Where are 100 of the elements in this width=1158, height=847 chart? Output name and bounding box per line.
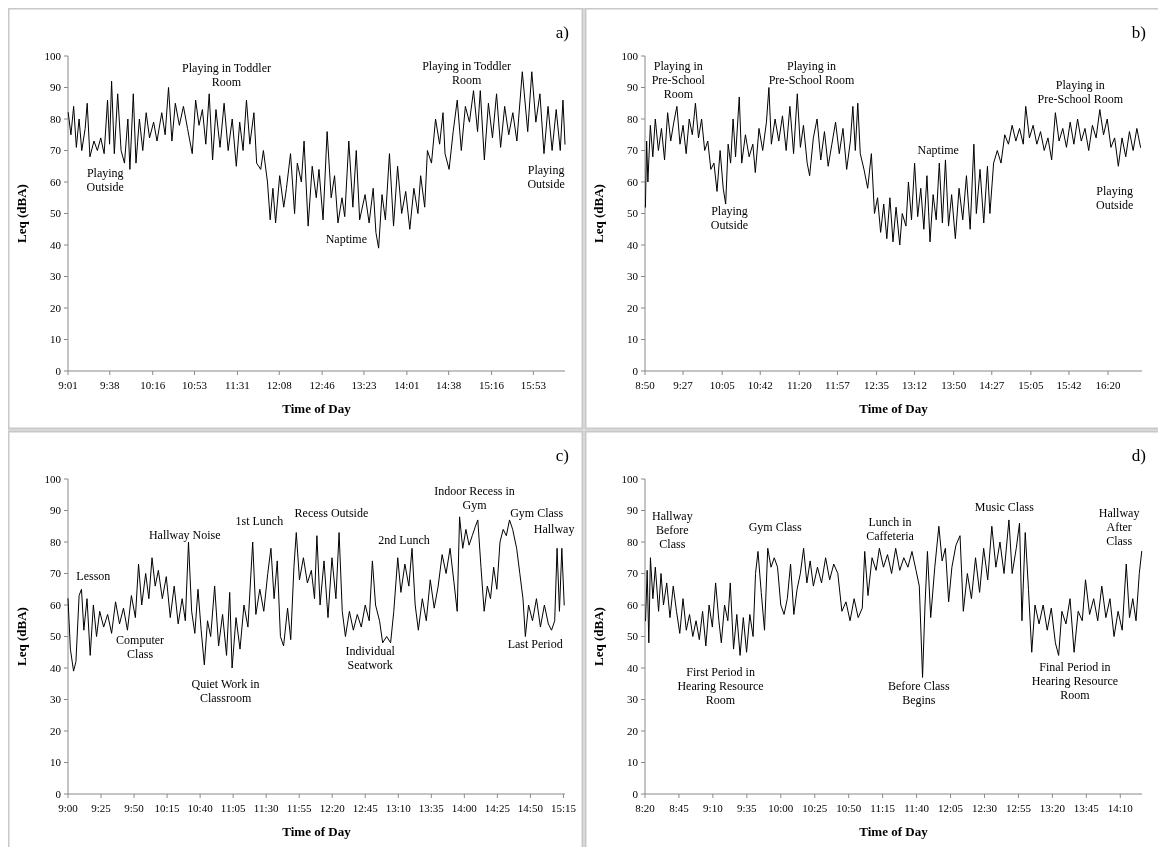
x-tick-label: 11:55 [286,802,313,814]
y-tick-label: 0 [55,364,62,377]
annotation: Before Class Begins [888,679,950,708]
x-tick-label: 12:30 [971,802,998,814]
x-tick-label: 10:50 [836,802,862,814]
chart-title: d) [1131,446,1146,465]
x-tick-label: 12:35 [863,379,890,391]
x-tick-label: 10:40 [187,802,214,814]
y-tick-label: 60 [627,598,639,611]
annotation: Playing Outside [86,166,124,195]
x-tick-label: 15:05 [1018,379,1044,391]
x-tick-label: 15:15 [550,802,577,814]
y-axis-title: Leq (dBA) [14,184,29,243]
y-tick-label: 80 [627,112,639,125]
chart-title: a) [555,23,569,42]
annotation: Hallway After Class [1098,505,1140,548]
y-tick-label: 40 [627,661,639,674]
y-tick-label: 50 [627,630,639,643]
y-axis-title: Leq (dBA) [591,607,606,666]
x-axis-title: Time of Day [859,824,929,839]
x-tick-label: 10:16 [140,379,166,391]
y-tick-label: 0 [55,787,62,800]
x-tick-label: 11:05 [220,802,246,814]
y-tick-label: 60 [50,598,62,611]
x-axis-title: Time of Day [282,824,352,839]
annotation: Lesson [76,568,111,583]
y-tick-label: 0 [632,364,639,377]
y-tick-label: 30 [627,270,639,283]
x-axis-title: Time of Day [282,401,352,416]
x-tick-label: 13:50 [941,379,967,391]
x-tick-label: 12:55 [1005,802,1032,814]
x-tick-label: 16:20 [1095,379,1122,391]
annotation: Playing Outside [1095,183,1134,212]
annotation: Naptime [917,142,959,157]
annotation: Computer Class [116,633,165,662]
x-tick-label: 13:45 [1073,802,1100,814]
y-tick-label: 10 [50,756,62,769]
annotation: 1st Lunch [235,513,284,528]
x-tick-label: 13:20 [1039,802,1066,814]
annotation: Quiet Work in Classroom [191,677,260,706]
y-tick-label: 90 [50,81,62,94]
y-tick-label: 30 [627,693,639,706]
annotation: Gym Class [510,505,564,520]
chart-title: c) [555,446,569,465]
annotation: Playing in Toddler Room [182,60,272,89]
x-tick-label: 13:35 [418,802,445,814]
x-tick-label: 9:00 [58,802,79,814]
annotation: Playing in Toddler Room [422,59,512,88]
y-tick-label: 100 [44,472,62,485]
y-tick-label: 20 [50,301,62,314]
x-tick-label: 11:15 [870,802,896,814]
x-tick-label: 14:27 [979,379,1005,391]
x-tick-label: 15:42 [1056,379,1082,391]
x-tick-label: 8:50 [635,379,656,391]
annotation: 2nd Lunch [378,532,430,547]
x-tick-label: 14:25 [484,802,511,814]
x-tick-label: 10:15 [154,802,181,814]
annotation: Gym Class [748,519,803,534]
x-tick-label: 14:01 [394,379,420,391]
x-tick-label: 14:38 [436,379,462,391]
x-tick-label: 10:00 [768,802,794,814]
y-tick-label: 100 [621,49,639,62]
y-tick-label: 30 [50,693,62,706]
x-tick-label: 14:50 [517,802,544,814]
y-tick-label: 80 [627,535,639,548]
y-tick-label: 20 [627,724,639,737]
y-tick-label: 40 [627,238,639,251]
x-tick-label: 11:57 [825,379,851,391]
y-tick-label: 100 [44,49,62,62]
x-tick-label: 10:53 [181,379,208,391]
x-tick-label: 13:10 [385,802,412,814]
y-tick-label: 100 [621,472,639,485]
x-tick-label: 15:53 [520,379,547,391]
x-tick-label: 9:01 [58,379,78,391]
annotation: Final Period in Hearing Resource Room [1031,660,1119,703]
y-tick-label: 70 [627,567,639,580]
annotation: Last Period [507,636,563,651]
y-tick-label: 20 [50,724,62,737]
chart-title: b) [1131,23,1146,42]
y-tick-label: 90 [627,81,639,94]
annotation: Playing in Pre-School Room [768,59,855,88]
annotation: First Period in Hearing Resource Room [677,664,764,707]
y-tick-label: 70 [50,567,62,580]
annotation: Playing Outside [710,204,749,233]
x-tick-label: 8:20 [635,802,656,814]
y-axis-title: Leq (dBA) [14,607,29,666]
y-tick-label: 10 [627,756,639,769]
x-tick-label: 13:12 [902,379,928,391]
x-tick-label: 10:42 [747,379,773,391]
y-tick-label: 80 [50,112,62,125]
x-axis-title: Time of Day [859,401,929,416]
y-tick-label: 20 [627,301,639,314]
x-tick-label: 11:31 [225,379,250,391]
x-tick-label: 11:40 [904,802,930,814]
y-tick-label: 50 [50,630,62,643]
annotation: Hallway [533,521,575,536]
x-tick-label: 14:10 [1107,802,1134,814]
x-tick-label: 12:45 [352,802,379,814]
y-tick-label: 70 [50,144,62,157]
y-tick-label: 80 [50,535,62,548]
